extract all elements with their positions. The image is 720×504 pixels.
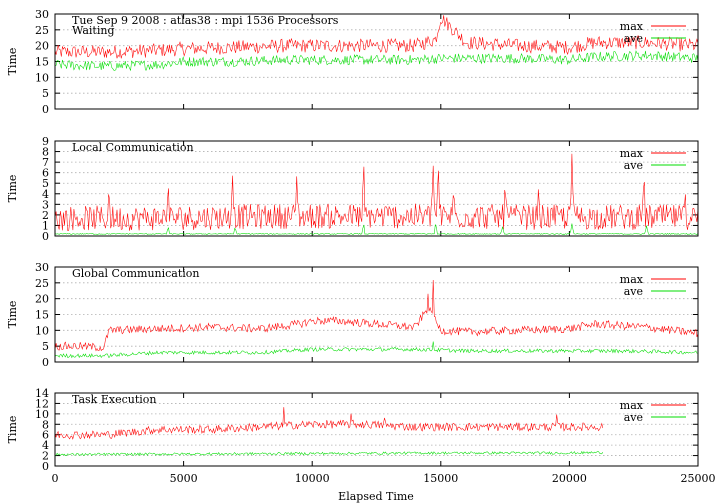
y-tick-label: 0 — [42, 460, 49, 473]
y-tick-label: 6 — [42, 429, 49, 442]
chart-panel-3: 0 5 10 15 20 25 30 Global Communication Time maxa… — [6, 261, 699, 369]
series-line-ave — [55, 450, 604, 457]
series-line-ave — [55, 341, 698, 359]
series-line-ave — [55, 223, 698, 235]
legend-label-ave: ave — [624, 285, 643, 298]
y-tick-label: 0 — [42, 103, 49, 116]
x-tick-label: 20000 — [552, 472, 587, 485]
y-tick-label: 10 — [35, 324, 49, 337]
x-tick-label: 0 — [52, 472, 59, 485]
series-line-max — [55, 153, 698, 231]
y-tick-label: 8 — [42, 418, 49, 431]
y-tick-label: 4 — [42, 439, 49, 452]
series-line-max — [55, 15, 698, 59]
y-tick-label: 5 — [42, 177, 49, 190]
y-tick-label: 3 — [42, 198, 49, 211]
x-tick-label: 15000 — [423, 472, 458, 485]
y-axis-label: Time — [6, 48, 19, 76]
y-axis-label: Time — [6, 416, 19, 444]
plot-frame — [54, 13, 699, 110]
y-tick-label: 0 — [42, 230, 49, 243]
legend-label-ave: ave — [624, 32, 643, 45]
legend-label-max: max — [620, 147, 644, 160]
x-tick-label: 25000 — [681, 472, 716, 485]
y-tick-label: 12 — [35, 397, 49, 410]
panel-title: Local Communication — [72, 141, 194, 154]
series-line-max — [55, 279, 698, 352]
panel-title: Task Execution — [72, 393, 156, 406]
legend-label-ave: ave — [624, 411, 643, 424]
y-tick-label: 6 — [42, 167, 49, 180]
y-tick-label: 15 — [35, 309, 49, 322]
series-line-ave — [55, 50, 698, 72]
y-tick-label: 20 — [35, 293, 49, 306]
y-tick-label: 15 — [35, 56, 49, 69]
x-tick-label: 5000 — [170, 472, 198, 485]
x-tick-label: 10000 — [295, 472, 330, 485]
series-line-max — [55, 407, 604, 440]
y-axis-label: Time — [6, 175, 19, 203]
y-tick-label: 25 — [35, 277, 49, 290]
legend-label-max: max — [620, 20, 644, 33]
y-tick-label: 4 — [42, 188, 49, 201]
legend-label-max: max — [620, 399, 644, 412]
y-axis-label: Time — [6, 301, 19, 329]
y-tick-label: 7 — [42, 156, 49, 169]
panel-title: Global Communication — [72, 267, 200, 280]
y-tick-label: 8 — [42, 146, 49, 159]
y-tick-label: 14 — [35, 387, 49, 400]
plot-frame — [54, 140, 699, 237]
y-tick-label: 2 — [42, 209, 49, 222]
y-tick-label: 30 — [35, 261, 49, 274]
y-tick-label: 0 — [42, 356, 49, 369]
chart-panel-1: 0 5 10 15 20 25 30 Tue Sep 9 2008 : atlas38 : m… — [6, 8, 699, 116]
panel-title: Tue Sep 9 2008 : atlas38 : mpi 1536 Proc… — [72, 14, 339, 27]
plot-frame — [54, 266, 699, 363]
y-tick-label: 2 — [42, 450, 49, 463]
y-tick-label: 1 — [42, 219, 49, 232]
y-tick-label: 30 — [35, 8, 49, 21]
y-tick-label: 25 — [35, 24, 49, 37]
y-tick-label: 9 — [42, 135, 49, 148]
y-tick-label: 10 — [35, 408, 49, 421]
legend-label-ave: ave — [624, 159, 643, 172]
y-tick-label: 20 — [35, 40, 49, 53]
y-tick-label: 5 — [42, 87, 49, 100]
x-axis-label: Elapsed Time — [338, 490, 414, 503]
y-tick-label: 10 — [35, 71, 49, 84]
legend-label-max: max — [620, 273, 644, 286]
y-tick-label: 5 — [42, 340, 49, 353]
plot-frame — [54, 392, 699, 467]
panel-subtitle: Waiting — [72, 24, 115, 37]
